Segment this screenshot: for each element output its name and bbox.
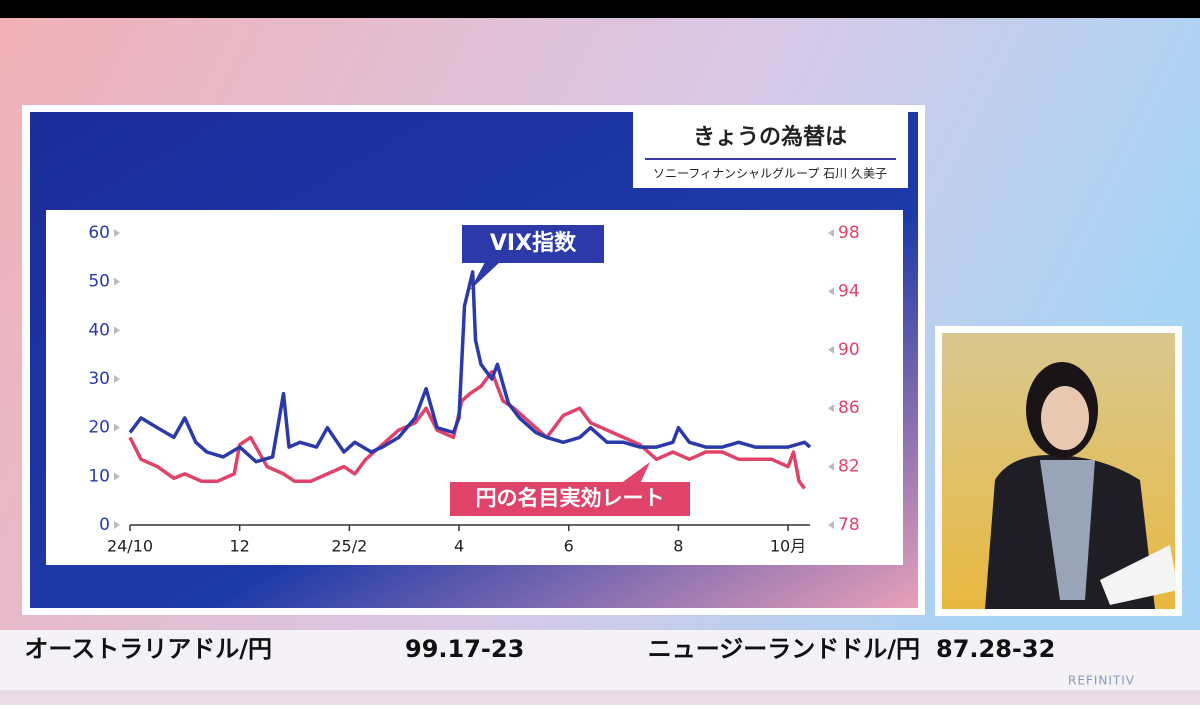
presenter-face [1041,386,1089,450]
y2-tick-label: 82 [838,457,860,477]
y-tick-mark [114,423,120,432]
legend-box [462,225,604,263]
y-tick-mark [114,277,120,286]
legend-box [450,482,690,516]
ticker-pair: ニュージーランドドル/円 [648,635,920,663]
y-tick-mark [114,521,120,529]
x-tick-label: 4 [454,537,464,556]
bottom-strip [0,690,1200,705]
y2-tick-label: 98 [838,223,860,243]
y-tick-label: 20 [88,418,110,438]
legend-label: 円の名目実効レート [476,486,665,510]
y2-tick-mark [828,521,834,529]
title-box [633,112,908,188]
y-tick-label: 0 [99,515,110,535]
y-tick-label: 60 [88,223,110,243]
presenter-blouse [1040,460,1095,600]
x-tick-label: 10月 [770,537,806,556]
x-tick-label: 25/2 [331,537,367,556]
y-tick-label: 50 [88,272,110,292]
legend-label: VIX指数 [490,230,577,256]
y2-tick-mark [828,462,834,471]
series-line [128,270,812,464]
series-line [128,369,806,490]
y2-tick-label: 94 [838,281,860,301]
y2-tick-label: 78 [838,515,860,535]
ticker-pair: オーストラリアドル/円 [24,635,272,663]
y-tick-mark [114,375,120,383]
ticker-rate: 99.17-23 [405,635,524,663]
y2-tick-label: 90 [838,340,860,360]
y-tick-label: 40 [88,320,110,340]
subtitle: ソニーフィナンシャルグループ 石川 久美子 [653,167,887,181]
y2-tick-mark [828,287,834,296]
x-tick-label: 24/10 [107,537,153,556]
y-tick-label: 30 [88,369,110,389]
x-tick-label: 12 [229,537,249,556]
x-tick-label: 6 [564,537,574,556]
callout-pointer [620,462,650,484]
callout-pointer [470,262,500,290]
y-tick-label: 10 [88,466,110,486]
y2-tick-mark [828,229,834,237]
y2-tick-mark [828,404,834,413]
y-tick-mark [114,472,120,481]
paper [1100,545,1178,605]
x-tick-label: 8 [673,537,683,556]
logo: REFINITIV [1068,674,1135,688]
ticker-bar [0,630,1200,690]
plot: 0 10 20 30 40 50 60 78 82 86 90 94 98 24/10 12 25/2 4 6 8 1… [88,223,859,556]
y2-tick-label: 86 [838,398,860,418]
title: きょうの為替は [693,124,847,150]
ticker-rate: 87.28-32 [936,635,1055,663]
y-tick-mark [114,229,120,237]
y-tick-mark [114,326,120,335]
y2-tick-mark [828,345,834,354]
top-bar [0,0,1200,18]
